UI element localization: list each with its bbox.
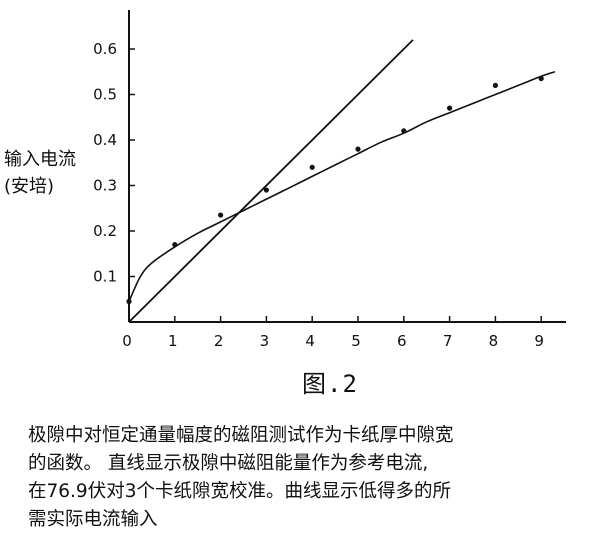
x-tick-label-4: 4: [305, 332, 315, 350]
y-tick-label-1: 0.2: [93, 222, 117, 240]
description-line-3: 在76.9伏对3个卡纸隙宽校准。曲线显示低得多的所: [28, 481, 451, 502]
data-point-5: [355, 146, 361, 152]
description-line-1: 极隙中对恒定通量幅度的磁阻测试作为卡纸厚中隙宽: [28, 425, 454, 446]
x-tick-label-0: 0: [122, 332, 132, 350]
y-tick-label-2: 0.3: [93, 177, 117, 195]
x-tick-label-8: 8: [489, 332, 499, 350]
description: 极隙中对恒定通量幅度的磁阻测试作为卡纸厚中隙宽 的函数。 直线显示极隙中磁阻能量…: [28, 422, 594, 534]
data-point-7: [447, 105, 453, 111]
description-line-2: 的函数。 直线显示极隙中磁阻能量作为参考电流,: [28, 453, 429, 474]
description-line-4: 需实际电流输入: [28, 509, 158, 530]
y-tick-label-0: 0.1: [93, 268, 117, 286]
y-axis-label-line-2: (安培): [4, 176, 55, 197]
data-point-4: [309, 164, 315, 170]
ticks: 0 1 2 3 4 5 6 7 8 9 0.1 0.2 0.3 0.4 0.5 0.6: [93, 40, 544, 350]
chart: 0 1 2 3 4 5 6 7 8 9 0.1 0.2 0.3 0.4 0.5 0.6: [93, 10, 566, 350]
data-point-3: [263, 187, 269, 193]
x-tick-label-7: 7: [443, 332, 453, 350]
y-tick-label-4: 0.5: [93, 86, 117, 104]
data-point-2: [218, 212, 224, 218]
x-tick-label-2: 2: [214, 332, 224, 350]
x-tick-label-6: 6: [397, 332, 407, 350]
y-axis-label: 输入电流 (安培): [4, 146, 76, 200]
axes: [128, 10, 566, 323]
y-tick-label-5: 0.6: [93, 40, 117, 58]
series-layer: [126, 39, 556, 323]
x-tick-label-1: 1: [168, 332, 178, 350]
reference-straight-line: [128, 39, 414, 323]
x-tick-label-5: 5: [351, 332, 361, 350]
y-axis-label-line-1: 输入电流: [4, 149, 76, 170]
figure-caption: 图.2: [302, 370, 358, 398]
y-tick-label-3: 0.4: [93, 131, 117, 149]
x-tick-label-3: 3: [260, 332, 270, 350]
fitted-curve: [128, 70, 556, 302]
x-tick-label-9: 9: [534, 332, 544, 350]
data-point-8: [492, 82, 498, 88]
